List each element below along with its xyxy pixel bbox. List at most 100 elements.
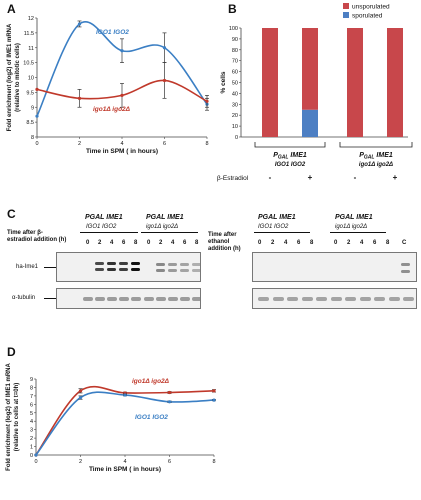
lane-number: 6 [373,240,377,246]
y-tick-label: 10 [232,124,238,130]
tubulin-band [156,297,166,301]
lane-number: 2 [98,240,102,246]
blot-left-header: Time after β-estradiol addition (h) [7,230,67,243]
panel-d-chart: 0 1 2 3 4 5 6 7 8 9 0 2 4 6 8 Time in SPM ( in hours) Fo… [6,363,216,473]
tubulin-band [345,297,356,301]
treatment-label: + [393,173,398,182]
data-point [212,398,216,402]
panel-c-letter: C [7,207,16,221]
blot-group-2-sub: igo1Δ igo2Δ [146,224,179,230]
group-subtitle: IGO1 IGO2 [275,162,306,168]
estradiol-label: β-Estradiol [217,175,249,182]
x-tick-label: 6 [163,141,166,147]
blot-group-4-sub: igo1Δ igo2Δ [335,224,368,230]
y-tick-label: 9 [30,377,33,383]
tubulin-band [403,297,414,301]
data-point [34,453,38,457]
y-tick-label: 1 [30,445,33,451]
blot-right-header: Time after ethanol addition (h) [208,232,241,252]
y-tick-label: 10 [28,76,34,82]
y-tick-label: 9.5 [26,90,34,96]
tubulin-band [83,297,93,301]
blot-ha-right [252,252,417,282]
panel-a-letter: A [7,2,16,16]
tubulin-band [192,297,200,301]
lane-number: 8 [310,240,314,246]
ha-band [156,269,165,272]
blot-ha-left [56,252,201,282]
panel-d-letter: D [7,345,16,359]
y-tick-label: 5 [30,411,33,417]
tubulin-band [330,297,342,301]
x-tick-label: 0 [35,141,38,147]
tubulin-label: α-tubulin [12,295,36,301]
x-tick-label: 2 [78,141,81,147]
tubulin-band [287,297,298,301]
tubulin-band [144,297,154,301]
data-point [212,389,216,393]
tubulin-band [180,297,190,301]
panel-a-chart: 8 8.5 9 9.5 10 10.5 11 11.5 12 0 2 4 6 8 Time in SPM (… [7,16,209,155]
data-point [78,395,83,400]
lane-number: 0 [258,240,262,246]
data-point [162,46,167,50]
x-tick-label: 6 [168,459,171,465]
ha-band [107,262,116,265]
tubulin-band [388,297,400,301]
y-axis-label: Fold enrichment (log2) of IME1 mRNA (rela… [6,363,20,471]
ha-band [168,263,177,266]
x-tick-label: 0 [34,459,37,465]
series-label-1: IGO1 IGO2 [135,414,168,421]
series-label-1: igo1Δ igo2Δ [93,106,131,113]
ha-band [192,263,200,266]
bar-unsporulated [347,28,363,137]
lane-number: 4 [360,240,364,246]
legend-swatch [343,3,349,9]
lane-number: 0 [334,240,338,246]
ha-band [119,262,128,265]
series-label-0: IGO1 IGO2 [96,29,129,36]
y-axis-label-text: % cells [220,71,227,93]
lane-number: 2 [347,240,351,246]
group-bracket [254,142,326,148]
tubulin-band [359,297,371,301]
y-tick-label: 8 [30,385,33,391]
ha-band [180,263,189,266]
y-tick-label: 40 [232,91,238,97]
y-axis-label-line-2: (relative to cells at t=0h) [14,383,20,452]
lane-number: 4 [171,240,175,246]
series-label-0: igo1Δ igo2Δ [132,378,170,385]
tubulin-band [95,297,105,301]
legend-swatch [343,12,349,18]
x-axis-label: Time in SPM ( in hours) [89,466,161,473]
y-tick-label: 20 [232,113,238,119]
blot-group-1-title: PGAL IME1 [85,214,123,221]
bar-unsporulated [262,28,278,137]
y-tick-label: 11 [28,46,34,52]
legend-label: sporulated [352,13,383,20]
y-axis-label-line-2: (relative to mitotic cells) [15,43,21,112]
lane-number: 8 [195,240,199,246]
tubulin-band [258,297,269,301]
panel-b-letter: B [228,2,237,16]
y-tick-label: 3 [30,428,33,434]
blot-tubulin-left [56,288,201,309]
treatment-label: - [269,173,272,182]
series-line-0 [35,385,215,456]
y-axis-label-line-1: Fold enrichment (log2) of IME1 mRNA [6,363,12,471]
y-tick-label: 10.5 [23,61,34,67]
bar-sporulated [302,109,318,137]
y-tick-label: 30 [232,102,238,108]
x-tick-label: 2 [79,459,82,465]
treatment-label: + [308,173,313,182]
lane-number: 0 [147,240,151,246]
y-tick-label: 8 [31,135,34,141]
data-point [77,22,82,26]
lane-number: 6 [183,240,187,246]
lane-number: 6 [122,240,126,246]
control-band [401,270,410,273]
tubulin-band [301,297,313,301]
data-point [120,93,124,97]
x-tick-label: 4 [123,459,126,465]
y-tick-label: 4 [30,419,33,425]
